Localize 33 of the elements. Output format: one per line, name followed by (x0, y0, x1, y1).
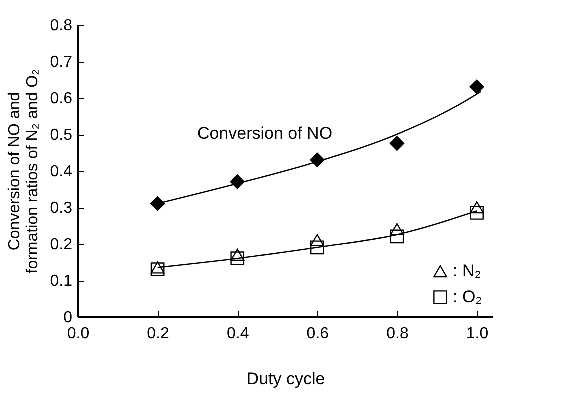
point (470, 206, 484, 220)
point (390, 230, 404, 244)
annotation: Conversion of NO (197, 124, 333, 143)
legend-label: : O₂ (453, 288, 482, 306)
point (470, 201, 484, 214)
x-tick-label: 0.2 (147, 326, 170, 342)
y-tick-label: 0.5 (50, 127, 73, 144)
point (310, 234, 324, 246)
y-tick-label: 0.7 (50, 54, 73, 71)
y-tick-label: 0.8 (50, 18, 73, 34)
x-tick-label: 0.0 (67, 326, 90, 342)
legend-label: : N₂ (453, 262, 482, 280)
point (310, 240, 324, 255)
y-axis-title: Conversion of NO and formation ratios of N₂ and O₂ (6, 69, 42, 274)
x-tick-label: 0.4 (226, 326, 250, 342)
point (230, 248, 245, 262)
y-tick-label: 0.3 (50, 200, 73, 217)
y-tick-label: 0.6 (50, 90, 73, 108)
point (390, 223, 404, 236)
point (390, 136, 405, 152)
x-axis-title: Duty cycle (246, 370, 326, 388)
y-tick-label: 0 (64, 310, 73, 326)
point (230, 252, 245, 266)
x-tick-label: 0.8 (386, 326, 409, 342)
point (469, 79, 485, 95)
y-tick-label: 0.1 (50, 273, 73, 290)
y-tick-label: 0.2 (50, 236, 73, 254)
point (150, 196, 166, 212)
x-tick-label: 0.6 (306, 326, 330, 342)
y-tick-label: 0.4 (50, 164, 73, 180)
x-tick-label: 1.0 (466, 326, 489, 342)
point (150, 262, 165, 276)
point (150, 262, 165, 274)
